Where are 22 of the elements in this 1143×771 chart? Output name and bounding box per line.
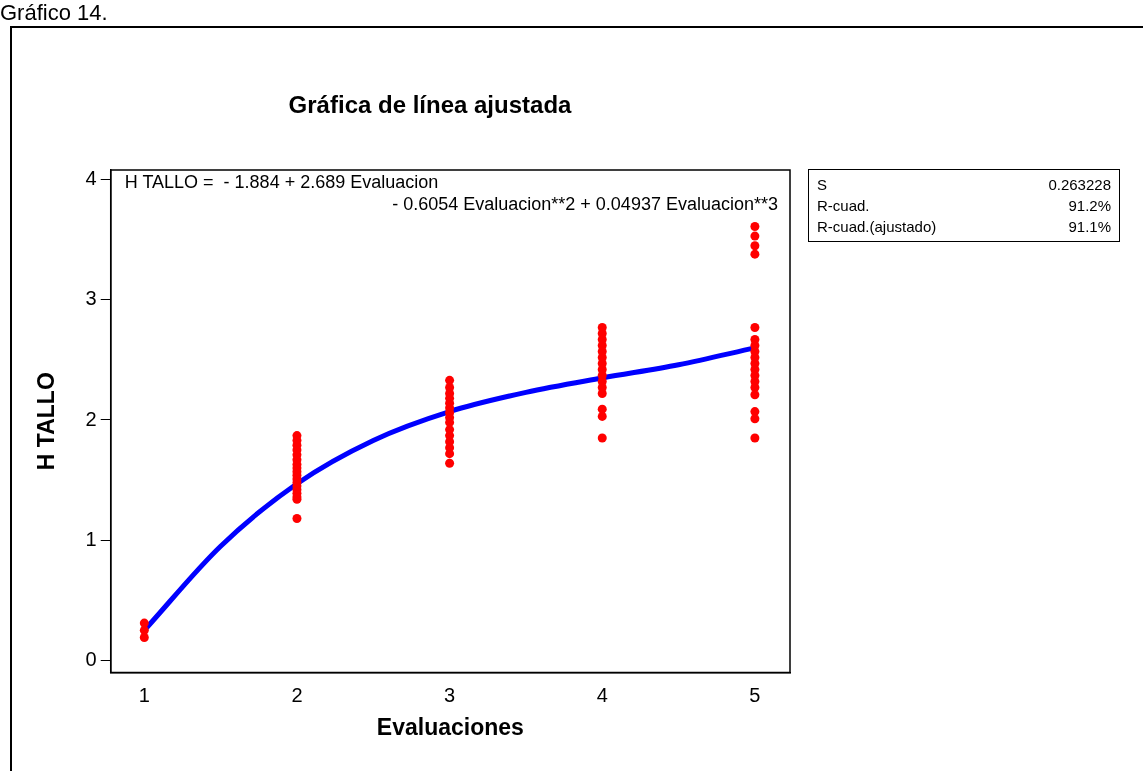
x-tick-label: 1 xyxy=(138,683,150,706)
annotation: H TALLO = - 1.884 + 2.689 Evaluacion xyxy=(124,171,439,192)
x-tick-label: 3 xyxy=(444,683,456,706)
text: R-cuad.(ajustado) xyxy=(817,217,937,237)
y-axis-title: H TALLO xyxy=(33,372,60,471)
y-tick-label: 4 xyxy=(85,167,97,190)
y-tick-label: 2 xyxy=(85,407,97,430)
x-tick-label: 5 xyxy=(749,683,761,706)
text: 91.2% xyxy=(1068,196,1111,216)
x-axis-title: Evaluaciones xyxy=(376,713,524,740)
chart-title: Gráfica de línea ajustada xyxy=(288,91,573,118)
text: S xyxy=(817,175,828,195)
text: 91.1% xyxy=(1068,217,1111,237)
annotation: - 0.6054 Evaluacion**2 + 0.04937 Evaluacion**3 xyxy=(392,193,778,214)
x-tick-label: 2 xyxy=(291,683,303,706)
text: Gráfico 14. xyxy=(0,0,108,26)
y-tick-label: 1 xyxy=(85,527,97,550)
x-tick-label: 4 xyxy=(596,683,608,706)
y-tick-label: 0 xyxy=(85,647,97,670)
y-tick-label: 3 xyxy=(85,287,97,310)
text: 0.263228 xyxy=(1048,175,1111,195)
text: R-cuad. xyxy=(817,196,870,216)
